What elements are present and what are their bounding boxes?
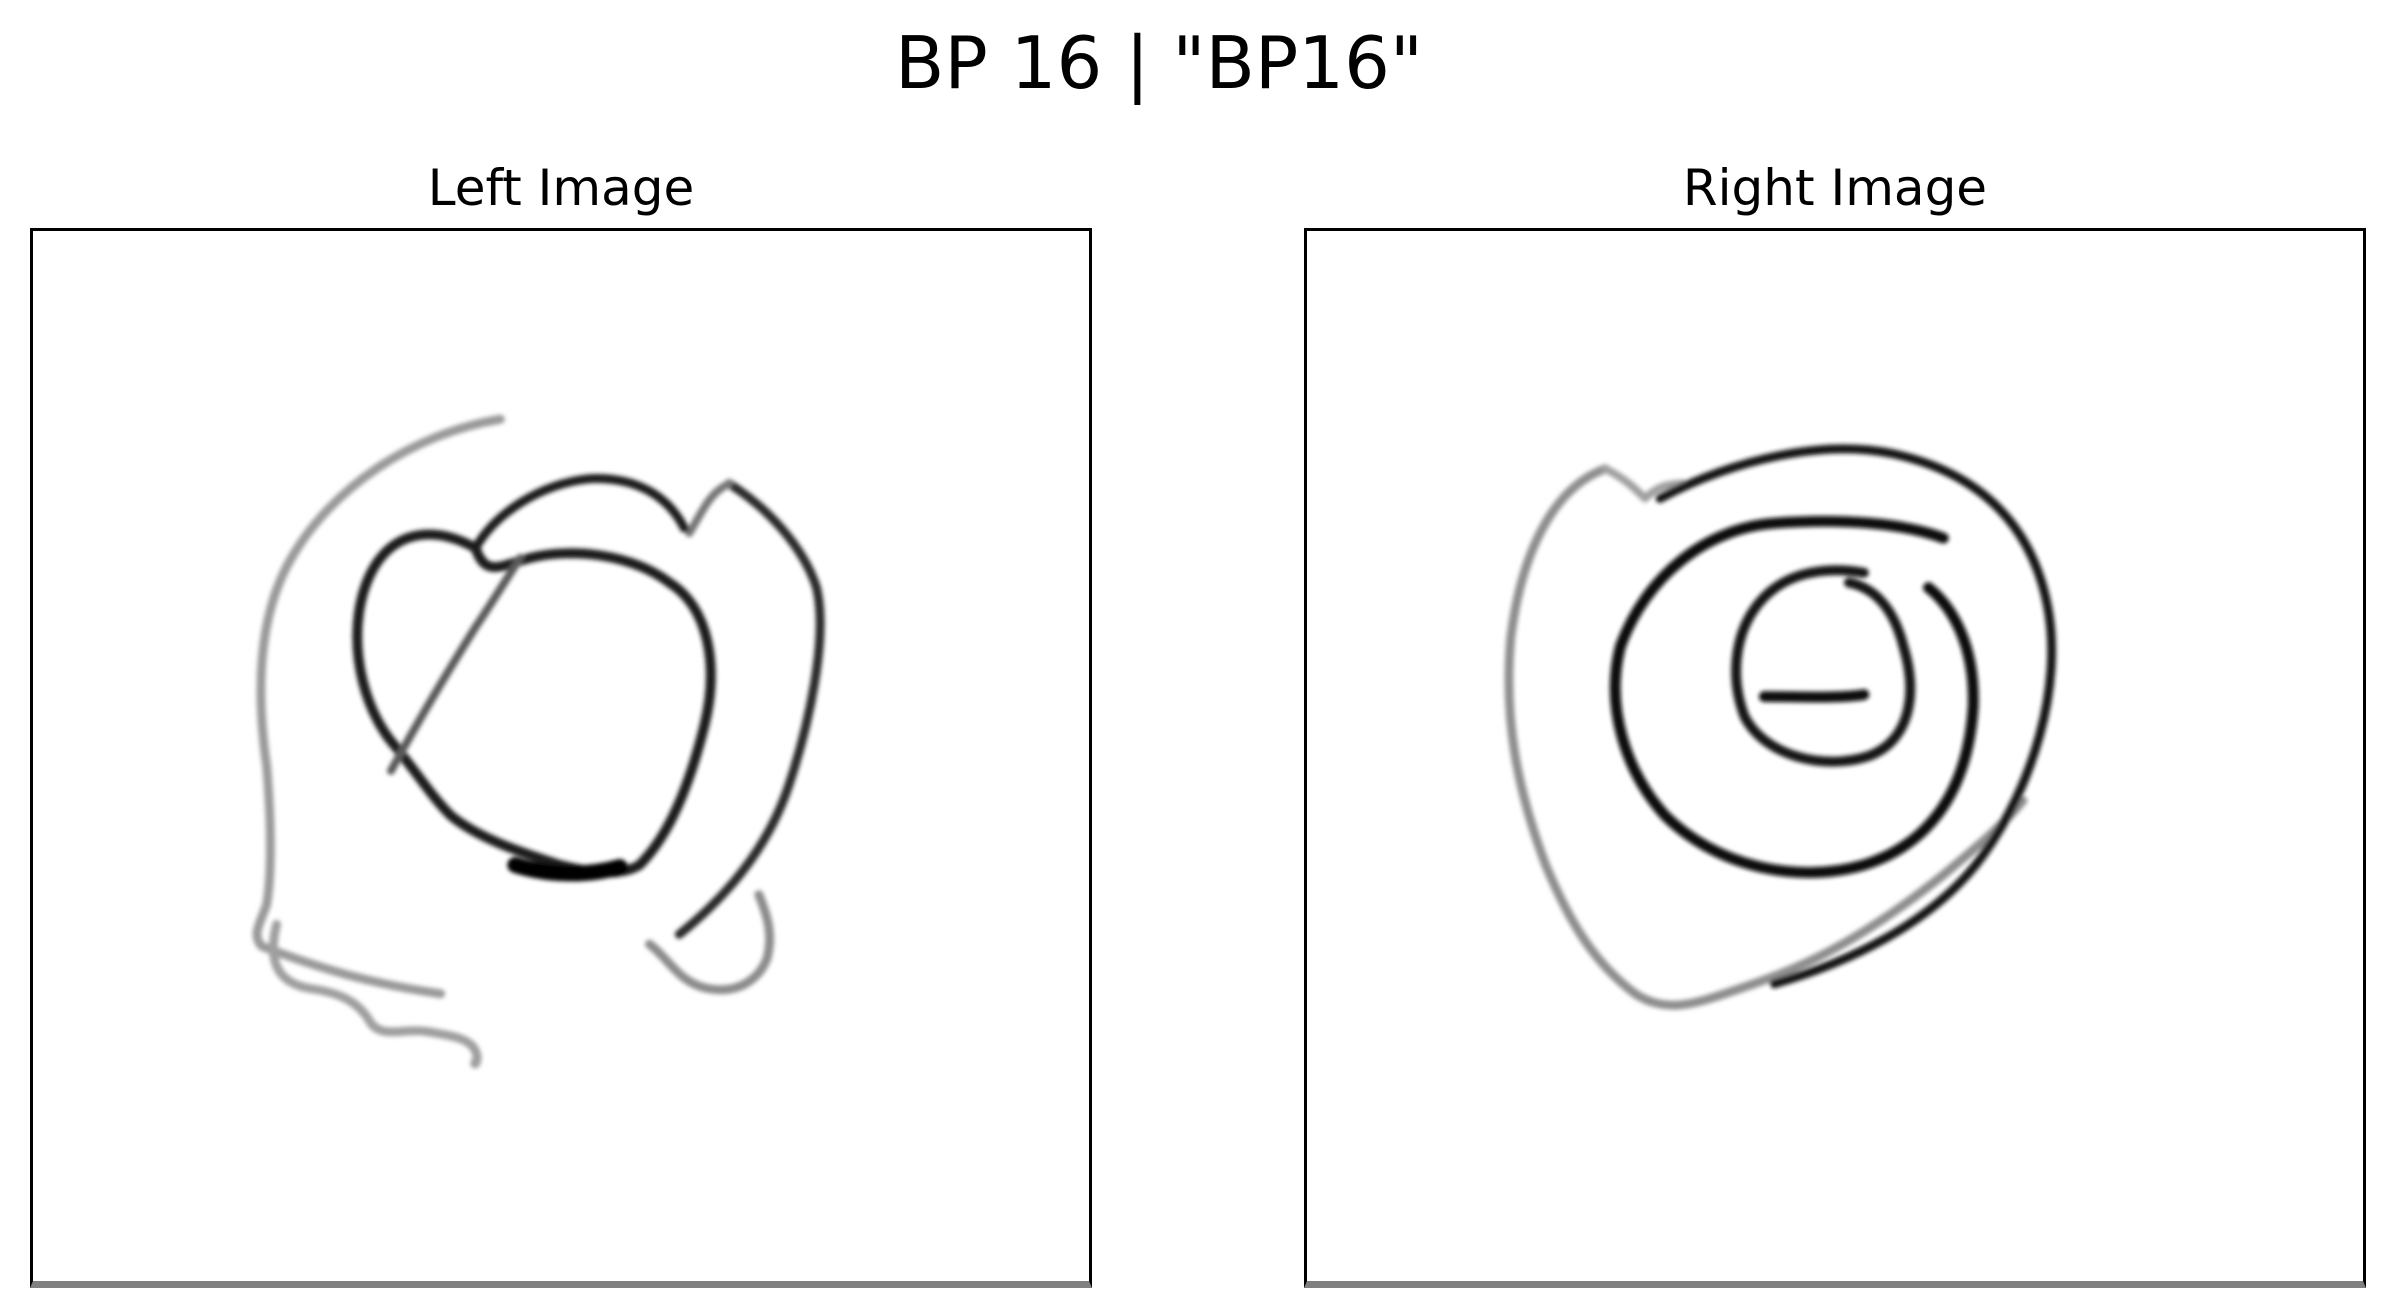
- left-thick-bottom: [507, 857, 628, 882]
- figure-title: BP 16 | "BP16": [894, 21, 1423, 105]
- left-lower-squiggle: [268, 919, 482, 1069]
- left-sketch-drawing: [252, 414, 825, 1069]
- left-inner-loop: [352, 529, 716, 878]
- right-sketch-drawing: [1504, 444, 2057, 1010]
- right-spiral-middle-ring: [1609, 515, 1979, 878]
- left-diagonal-stroke: [386, 553, 525, 775]
- left-lower-hook: [645, 890, 775, 995]
- left-image-title: Left Image: [427, 159, 695, 217]
- left-right-stroke: [674, 479, 825, 939]
- left-top-arch: [471, 474, 689, 553]
- left-outer-arc: [252, 414, 505, 999]
- right-image-panel: [1304, 228, 2366, 1288]
- right-outer-faint-loop: [1504, 464, 2028, 1010]
- right-image-title: Right Image: [1682, 159, 1988, 217]
- left-image-panel: [30, 228, 1092, 1288]
- right-spiral-outer-ring: [1655, 444, 2057, 989]
- right-spiral-inner-ring: [1731, 565, 1916, 767]
- right-spiral-tail: [1758, 689, 1870, 703]
